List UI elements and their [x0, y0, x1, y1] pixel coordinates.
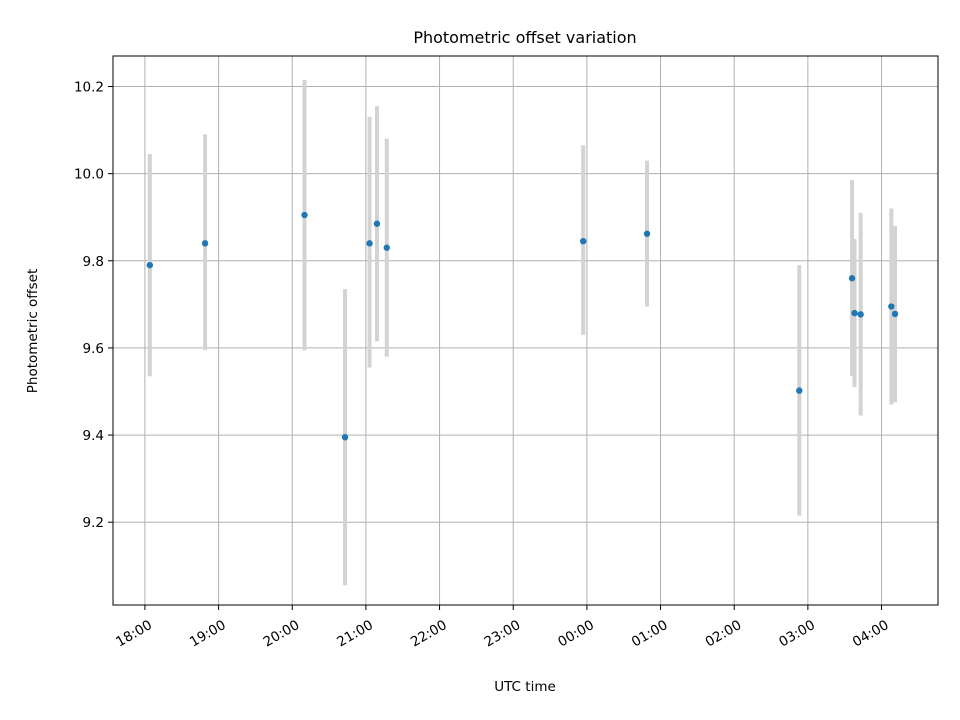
- data-point: [796, 387, 803, 394]
- data-point: [851, 309, 858, 317]
- data-point: [301, 211, 308, 219]
- y-tick-label: 9.4: [83, 428, 104, 444]
- error-bars: [147, 79, 898, 586]
- y-tick-label: 9.2: [83, 515, 104, 531]
- y-tick-label: 10.0: [74, 167, 104, 183]
- x-tick-label: 23:00: [482, 617, 524, 650]
- data-point: [891, 310, 899, 318]
- data-point: [373, 220, 381, 227]
- x-tick-label: 21:00: [334, 617, 376, 650]
- y-tick-label: 10.2: [74, 80, 104, 96]
- x-tick-label: 18:00: [113, 617, 155, 650]
- grid: [113, 56, 938, 605]
- data-points: [146, 211, 899, 441]
- data-point: [366, 240, 373, 247]
- data-point: [848, 275, 856, 282]
- plot-frame: [112, 55, 939, 606]
- chart-title: Photometric offset variation: [413, 28, 636, 47]
- x-tick-label: 22:00: [408, 617, 450, 650]
- y-axis-label: Photometric offset: [25, 269, 41, 393]
- data-point: [643, 230, 651, 237]
- data-point: [857, 311, 864, 318]
- x-tick-label: 00:00: [555, 617, 597, 650]
- y-tick-label: 9.8: [83, 254, 104, 270]
- x-tick-label: 04:00: [850, 617, 892, 650]
- y-tick-label: 9.6: [83, 341, 104, 357]
- data-point: [146, 261, 154, 269]
- data-point: [888, 303, 895, 310]
- x-tick-label: 01:00: [629, 617, 671, 650]
- data-point: [383, 244, 390, 251]
- y-axis-ticks: 9.2 9.4 9.6 9.8 10.0 10.2: [74, 80, 113, 531]
- x-axis-label: UTC time: [494, 679, 556, 695]
- data-point: [341, 434, 349, 441]
- data-point: [201, 240, 209, 247]
- x-tick-label: 20:00: [261, 617, 303, 650]
- x-tick-label: 19:00: [187, 617, 229, 650]
- x-tick-label: 03:00: [776, 617, 818, 650]
- x-axis-ticks: 18:00 19:00 20:00 21:00 22:00 23:00 00:00 01:00…: [113, 605, 892, 650]
- data-point: [580, 237, 587, 245]
- x-tick-label: 02:00: [703, 617, 745, 650]
